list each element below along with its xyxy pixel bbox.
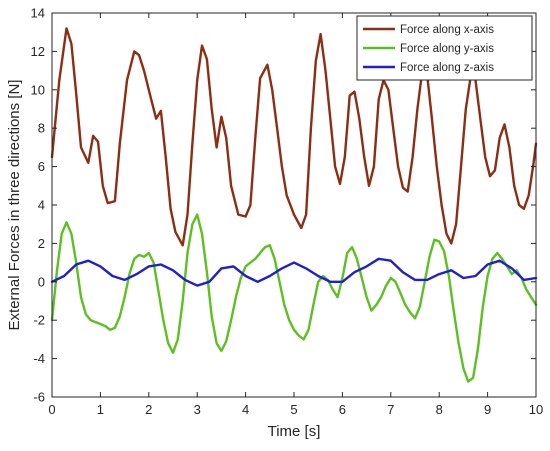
series-line-1: [50, 27, 538, 247]
series-line-2: [50, 213, 538, 383]
y-tick-label: 14: [31, 6, 45, 21]
legend-label: Force along y-axis: [400, 43, 494, 55]
x-tick-label: 6: [339, 402, 346, 417]
series-lines: [50, 27, 538, 383]
series-line-3: [50, 257, 538, 287]
y-tick-label: -4: [33, 351, 45, 366]
y-tick-label: -2: [33, 313, 45, 328]
x-tick-label: 0: [48, 402, 55, 417]
x-tick-label: 4: [242, 402, 249, 417]
x-axis-title: Time [s]: [268, 423, 321, 440]
x-tick-label: 2: [145, 402, 152, 417]
x-tick-label: 9: [484, 402, 491, 417]
y-tick-label: 10: [31, 82, 45, 97]
x-tick-label: 1: [97, 402, 104, 417]
y-tick-label: 2: [38, 236, 45, 251]
legend-label: Force along x-axis: [400, 24, 494, 36]
x-tick-label: 3: [194, 402, 201, 417]
y-tick-label: 0: [38, 274, 45, 289]
x-tick-label: 5: [290, 402, 297, 417]
y-tick-label: 12: [31, 44, 45, 59]
x-tick-label: 10: [529, 402, 543, 417]
x-axis-ticks: 0 1 2 3 4 5 6 7 8 9 10: [48, 13, 543, 417]
y-axis-ticks: -6 -4 -2 0 2 4 6 8 10 12 14: [31, 6, 536, 405]
y-tick-label: 6: [38, 159, 45, 174]
legend-label: Force along z-axis: [400, 62, 494, 74]
x-tick-label: 8: [436, 402, 443, 417]
x-tick-label: 7: [387, 402, 394, 417]
legend: Force along x-axis Force along y-axis Forc…: [356, 15, 533, 81]
y-axis-title: External Forces in three directions [N]: [6, 80, 23, 331]
y-tick-label: 4: [38, 198, 45, 213]
y-tick-label: -6: [33, 390, 45, 405]
y-tick-label: 8: [38, 121, 45, 136]
